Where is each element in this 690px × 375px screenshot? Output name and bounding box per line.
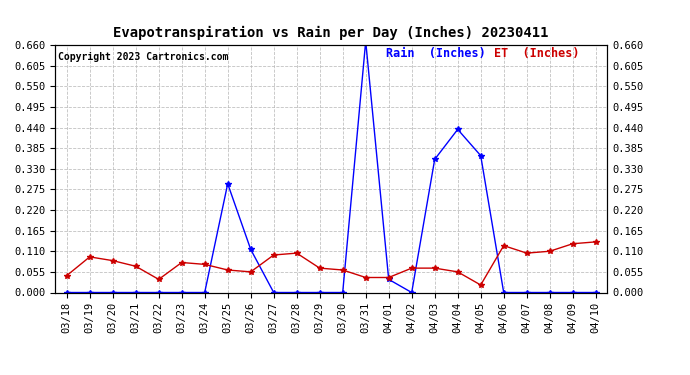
Text: Rain  (Inches): Rain (Inches) <box>386 48 486 60</box>
Text: Copyright 2023 Cartronics.com: Copyright 2023 Cartronics.com <box>58 53 228 63</box>
Text: ET  (Inches): ET (Inches) <box>494 48 580 60</box>
Text: Evapotranspiration vs Rain per Day (Inches) 20230411: Evapotranspiration vs Rain per Day (Inch… <box>113 26 549 40</box>
